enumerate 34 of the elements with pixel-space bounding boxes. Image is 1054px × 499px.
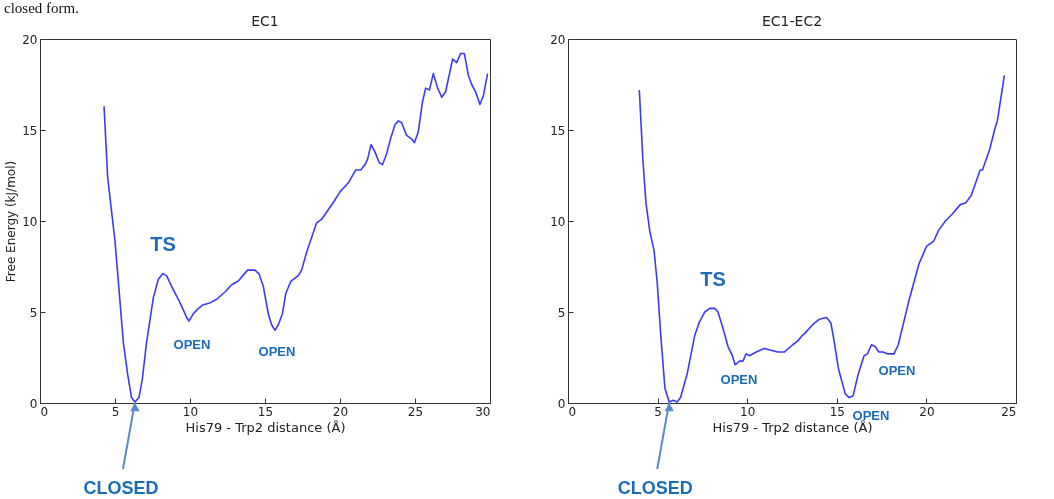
x-tick-label: 30 [475,404,491,419]
annotation: TS [150,233,176,255]
annotation: OPEN [173,337,211,352]
text: closed form. [4,0,79,17]
x-tick-label: 25 [1001,404,1017,419]
y-tick-label: 5 [557,305,566,320]
x-tick-label: 25 [407,404,424,419]
y-axis-title: Free Energy (kJ/mol) [4,160,19,283]
x-tick-label: 15 [829,404,845,419]
y-tick-label: 10 [550,214,566,229]
x-tick-label: 15 [257,404,274,419]
x-tick-label: 0 [40,404,49,419]
x-tick-label: 20 [919,404,935,419]
x-tick-label: 10 [182,404,199,419]
annotation: OPEN [720,372,758,387]
x-tick-label: 10 [740,404,756,419]
y-tick-label: 5 [29,305,38,320]
y-tick-label: 15 [550,123,566,138]
x-axis-title: His79 - Trp2 distance (Å) [185,419,346,435]
y-tick-label: 20 [550,32,566,47]
y-tick-label: 20 [22,32,38,47]
x-tick-label: 5 [654,404,662,419]
annotation: TS [700,268,726,290]
x-tick-label: 5 [111,404,120,419]
y-tick-label: 15 [22,123,38,138]
y-tick-label: 10 [22,214,38,229]
x-tick-label: 0 [568,404,577,419]
annotation: OPEN [878,363,916,378]
annotation: OPEN [258,344,296,359]
chart-title: EC1 [251,13,279,29]
x-tick-label: 20 [332,404,349,419]
annotation: CLOSED [617,478,693,498]
annotation: CLOSED [83,478,159,498]
chart-title: EC1-EC2 [761,13,823,29]
